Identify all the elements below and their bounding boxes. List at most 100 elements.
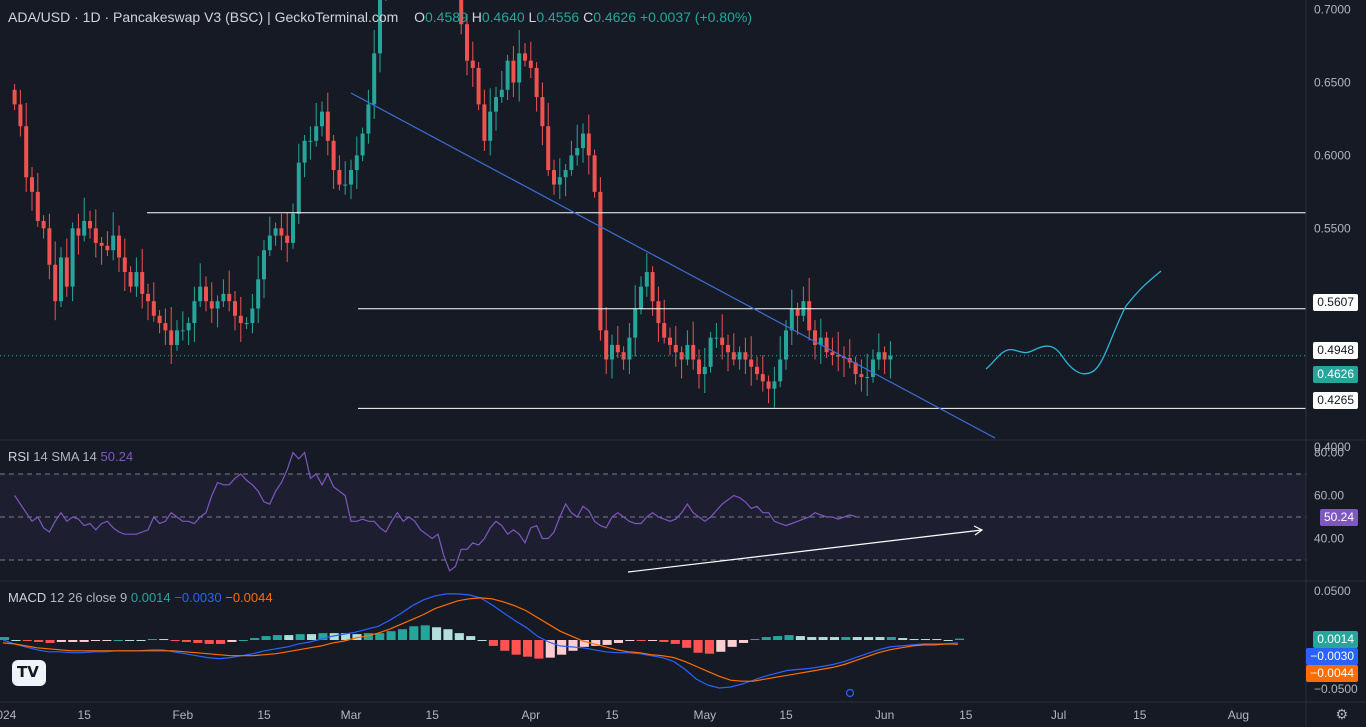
candle-body bbox=[569, 155, 574, 170]
macd-histogram-bar bbox=[579, 640, 589, 647]
candle-body bbox=[314, 126, 319, 141]
low-value: 0.4556 bbox=[536, 9, 580, 25]
price-tick-label: 0.7000 bbox=[1314, 3, 1351, 17]
candle-body bbox=[598, 191, 603, 331]
time-tick-label: Apr bbox=[521, 708, 540, 722]
macd-histogram-bar bbox=[784, 635, 794, 640]
tradingview-logo[interactable]: TV bbox=[12, 660, 46, 686]
candle-body bbox=[726, 344, 730, 353]
macd-histogram-bar bbox=[329, 633, 339, 640]
macd-histogram-bar bbox=[818, 637, 828, 640]
macd-histogram-bar bbox=[693, 640, 703, 653]
gear-icon[interactable]: ⚙ bbox=[1335, 706, 1348, 722]
candle-body bbox=[789, 308, 794, 331]
candle-body bbox=[592, 155, 597, 192]
candle-body bbox=[134, 272, 139, 287]
candle-body bbox=[151, 301, 156, 316]
rsi-tick-label: 60.00 bbox=[1314, 489, 1344, 503]
macd-signal-line bbox=[2, 597, 959, 682]
time-tick-label: 15 bbox=[1133, 708, 1147, 722]
candle-body bbox=[644, 272, 649, 287]
macd-histogram-bar bbox=[750, 639, 760, 641]
macd-histogram-bar bbox=[500, 640, 510, 651]
candle-body bbox=[70, 228, 75, 287]
macd-histogram-bar bbox=[773, 636, 783, 640]
candle-body bbox=[221, 293, 226, 302]
candle-body bbox=[673, 344, 678, 353]
time-tick-label: Mar bbox=[341, 708, 362, 722]
candle-body bbox=[180, 330, 185, 332]
macd-hist-value: 0.0014 bbox=[130, 590, 171, 605]
candle-body bbox=[778, 359, 783, 382]
candle-body bbox=[30, 177, 34, 192]
candle-body bbox=[175, 330, 179, 345]
candle-body bbox=[111, 235, 116, 251]
candle-body bbox=[117, 235, 121, 258]
candle-body bbox=[256, 279, 261, 309]
candle-body bbox=[505, 60, 510, 90]
candle-body bbox=[888, 355, 893, 360]
macd-hist-tag: 0.0014 bbox=[1313, 631, 1358, 648]
candle-body bbox=[331, 140, 336, 170]
candle-body bbox=[459, 0, 464, 25]
candle-body bbox=[146, 293, 150, 302]
candle-body bbox=[859, 374, 864, 378]
candle-body bbox=[708, 337, 713, 367]
candle-body bbox=[354, 155, 359, 170]
candle-body bbox=[233, 301, 237, 316]
candle-body bbox=[615, 344, 620, 353]
symbol-title[interactable]: ADA/USD · 1D · Pancakeswap V3 (BSC) | Ge… bbox=[8, 9, 399, 25]
macd-histogram-bar bbox=[363, 633, 373, 640]
candle-body bbox=[349, 169, 353, 185]
candle-body bbox=[470, 60, 475, 68]
candle-body bbox=[853, 362, 858, 375]
candle-body bbox=[366, 104, 371, 134]
candle-body bbox=[668, 337, 672, 345]
candle-body bbox=[552, 169, 556, 185]
rsi-tick-label: 80.00 bbox=[1314, 446, 1344, 460]
rsi-divergence-line bbox=[627, 529, 983, 573]
candle-body bbox=[621, 352, 626, 360]
level-tag-2: 0.4948 bbox=[1313, 342, 1358, 359]
change-value: +0.0037 (+0.80%) bbox=[639, 9, 752, 25]
macd-histogram-bar bbox=[68, 640, 78, 642]
candle-body bbox=[273, 228, 278, 236]
macd-histogram-bar bbox=[432, 627, 442, 640]
candle-body bbox=[163, 323, 168, 331]
macd-histogram-bar bbox=[727, 640, 737, 647]
candle-body bbox=[325, 111, 330, 141]
macd-histogram-bar bbox=[625, 640, 635, 641]
rsi-arrowhead bbox=[973, 525, 984, 536]
candle-body bbox=[302, 140, 307, 163]
rsi-label[interactable]: RSI bbox=[8, 449, 30, 464]
macd-histogram-bar bbox=[136, 640, 146, 641]
candle-body bbox=[523, 53, 527, 61]
macd-histogram-bar bbox=[511, 640, 521, 655]
candle-body bbox=[581, 133, 585, 149]
candle-body bbox=[807, 301, 812, 331]
macd-histogram-bar bbox=[45, 640, 55, 643]
close-label: C bbox=[583, 9, 594, 25]
candle-body bbox=[215, 301, 220, 309]
candle-body bbox=[337, 169, 342, 185]
candle-body bbox=[59, 257, 63, 302]
macd-histogram-bar bbox=[375, 633, 385, 640]
candle-body bbox=[250, 308, 255, 324]
macd-histogram-bar bbox=[102, 640, 112, 641]
candle-body bbox=[546, 126, 551, 170]
macd-histogram-bar bbox=[568, 640, 578, 651]
macd-histogram-bar bbox=[181, 640, 191, 642]
macd-histogram-bar bbox=[659, 640, 669, 642]
macd-histogram-bar bbox=[795, 636, 805, 640]
candle-body bbox=[755, 366, 759, 375]
macd-histogram-bar bbox=[454, 633, 464, 640]
time-tick-label: Jul bbox=[1051, 708, 1066, 722]
candle-body bbox=[285, 235, 290, 243]
macd-histogram-bar bbox=[318, 633, 328, 640]
macd-histogram-bar bbox=[488, 640, 498, 646]
candle-body bbox=[488, 111, 493, 141]
candle-body bbox=[818, 337, 823, 345]
macd-label[interactable]: MACD bbox=[8, 590, 47, 605]
macd-histogram-bar bbox=[864, 637, 874, 640]
